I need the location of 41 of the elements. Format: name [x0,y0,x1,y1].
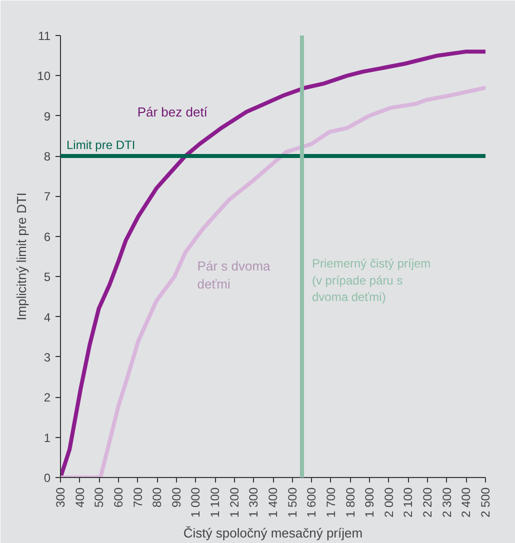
y-tick-label: 8 [44,150,51,164]
x-tick-label: 900 [169,487,184,508]
y-tick-label: 7 [44,190,51,204]
y-tick-label: 9 [44,109,51,124]
x-tick-label: 600 [111,487,126,508]
y-tick-label: 11 [38,29,51,43]
y-tick-label: 2 [44,390,51,405]
series-label: Pár bez detí [137,104,208,120]
x-tick-label: 1 800 [343,487,358,518]
x-tick-label: 1 500 [285,487,300,518]
y-tick-label: 6 [44,230,51,244]
x-tick-label: 500 [92,487,106,508]
y-axis-title: Implicitný limit pre DTI [14,192,30,320]
x-tick-label: 1 900 [362,487,377,518]
x-tick-label: 1 600 [304,487,319,518]
x-tick-label: 800 [150,487,164,508]
x-axis-title: Čistý spoločný mesačný príjem [183,526,363,541]
x-tick-label: 2 300 [440,487,454,518]
x-tick-label: 1 400 [266,487,280,518]
x-tick-label: 1 700 [324,487,338,518]
x-tick-label: 2 500 [478,487,492,518]
series-label: Pár s dvoma deťmi [197,258,272,292]
y-tick-label: 0 [44,471,51,485]
x-tick-label: 2 400 [459,487,474,518]
y-tick-label: 1 [44,430,51,445]
x-tick-label: 1 000 [188,487,203,518]
y-tick-label: 10 [37,69,51,84]
y-tick-label: 3 [44,350,51,364]
x-tick-label: 1 100 [208,487,222,518]
x-tick-label: 1 200 [227,487,242,518]
x-tick-label: 300 [54,487,68,508]
ref-line-label: Limit pre DTI [66,138,136,152]
x-tick-label: 400 [72,487,87,508]
x-tick-label: 1 300 [246,487,261,518]
x-tick-label: 2 200 [420,487,435,518]
ref-line-label: Priemerný čistý príjem (v prípade páru s dvoma deťmi) [312,256,431,304]
x-tick-label: 2 000 [382,487,396,518]
x-tick-label: 2 100 [401,487,416,518]
y-tick-label: 5 [44,270,51,284]
y-tick-label: 4 [44,310,51,324]
x-tick-label: 700 [130,487,145,508]
